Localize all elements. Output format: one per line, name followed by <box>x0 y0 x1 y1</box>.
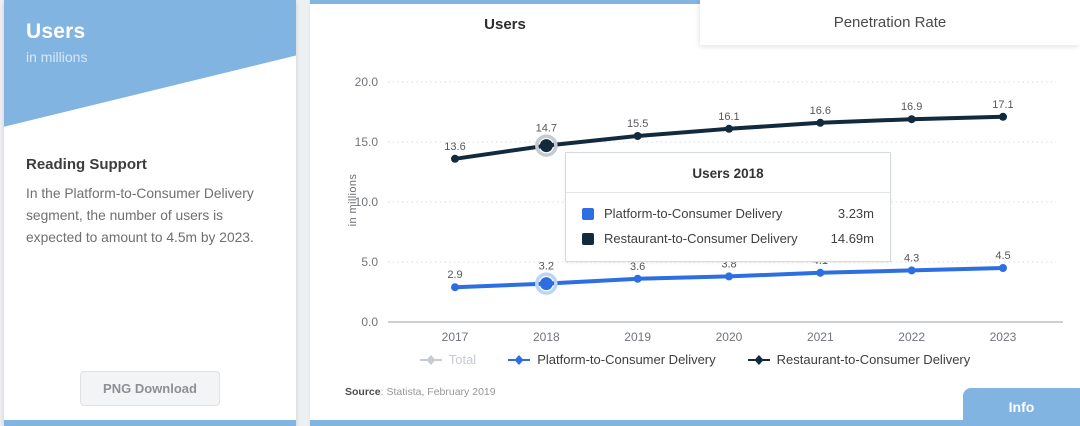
series-swatch-icon <box>582 232 594 245</box>
sidebar-card: Users in millions Reading Support In the… <box>4 0 296 426</box>
svg-text:16.6: 16.6 <box>810 105 831 117</box>
tooltip-row: Restaurant-to-Consumer Delivery 14.69m <box>582 231 874 246</box>
chart-tooltip: Users 2018 Platform-to-Consumer Delivery… <box>565 152 891 262</box>
svg-text:2021: 2021 <box>807 330 834 344</box>
svg-text:15.5: 15.5 <box>627 118 648 130</box>
svg-text:2018: 2018 <box>533 330 560 344</box>
reading-support-heading: Reading Support <box>26 156 147 173</box>
series-swatch-icon <box>582 207 594 220</box>
legend-item-total[interactable]: Total <box>419 352 477 367</box>
svg-text:2020: 2020 <box>716 330 743 344</box>
png-download-button[interactable]: PNG Download <box>80 371 220 406</box>
tooltip-rows: Platform-to-Consumer Delivery 3.23m Restau… <box>566 192 890 261</box>
tooltip-title: Users 2018 <box>692 166 764 181</box>
svg-text:4.3: 4.3 <box>904 252 919 264</box>
svg-text:17.1: 17.1 <box>992 99 1013 111</box>
legend-item-restaurant-to-consumer-delivery[interactable]: Restaurant-to-Consumer Delivery <box>747 352 971 367</box>
svg-text:2017: 2017 <box>442 330 469 344</box>
legend-item-platform-to-consumer-delivery[interactable]: Platform-to-Consumer Delivery <box>508 352 716 367</box>
tooltip-row: Platform-to-Consumer Delivery 3.23m <box>582 206 874 221</box>
svg-text:in millions: in millions <box>347 174 359 227</box>
tab-penetration-rate[interactable]: Penetration Rate <box>700 0 1080 45</box>
svg-text:2023: 2023 <box>990 330 1017 344</box>
svg-text:16.9: 16.9 <box>901 101 922 113</box>
svg-text:13.6: 13.6 <box>444 141 465 153</box>
tab-users-label: Users <box>484 16 526 33</box>
svg-text:14.7: 14.7 <box>536 123 557 135</box>
tooltip-series-value: 14.69m <box>830 231 874 246</box>
source-text: : Statista, February 2019 <box>380 386 496 398</box>
tooltip-series-value: 3.23m <box>837 206 874 221</box>
page-title: Users <box>26 20 86 43</box>
chart-legend: Total Platform-to-Consumer Delivery Restau… <box>310 352 1080 367</box>
svg-text:3.6: 3.6 <box>630 261 645 273</box>
svg-text:3.2: 3.2 <box>539 261 554 273</box>
tooltip-series-label: Platform-to-Consumer Delivery <box>604 206 783 221</box>
tooltip-series-label: Restaurant-to-Consumer Delivery <box>604 231 798 246</box>
chart-card: Users Penetration Rate 0.0 5.0 10.0 15.0 20.… <box>310 0 1080 426</box>
legend-marker-icon <box>747 354 770 365</box>
svg-text:5.0: 5.0 <box>361 255 378 269</box>
svg-text:20.0: 20.0 <box>355 75 379 89</box>
tab-bar: Users Penetration Rate <box>310 0 1080 45</box>
svg-text:16.1: 16.1 <box>718 111 739 123</box>
legend-label: Total <box>448 352 477 367</box>
info-button[interactable]: Info <box>963 388 1080 426</box>
svg-text:4.5: 4.5 <box>995 250 1010 262</box>
chart-bottom-accent <box>310 420 1080 426</box>
svg-text:10.0: 10.0 <box>355 195 379 209</box>
sidebar-bottom-accent <box>4 420 296 426</box>
sidebar-header: Users in millions <box>4 0 296 127</box>
tab-penetration-rate-label: Penetration Rate <box>833 14 947 31</box>
page-subtitle: in millions <box>26 49 88 65</box>
legend-label: Platform-to-Consumer Delivery <box>537 352 716 367</box>
tab-users[interactable]: Users <box>310 0 700 45</box>
reading-support: Reading Support In the Platform-to-Consu… <box>4 132 296 249</box>
svg-text:2.9: 2.9 <box>447 269 462 281</box>
svg-text:2019: 2019 <box>624 330 651 344</box>
source-line: Source: Statista, February 2019 <box>345 386 496 398</box>
source-prefix: Source <box>345 386 381 398</box>
legend-marker-icon <box>419 354 442 365</box>
svg-text:0.0: 0.0 <box>361 315 378 329</box>
legend-marker-icon <box>508 354 531 365</box>
svg-text:15.0: 15.0 <box>355 135 379 149</box>
svg-text:2022: 2022 <box>898 330 925 344</box>
legend-label: Restaurant-to-Consumer Delivery <box>776 352 971 367</box>
reading-support-body: In the Platform-to-Consumer Delivery seg… <box>26 186 254 246</box>
